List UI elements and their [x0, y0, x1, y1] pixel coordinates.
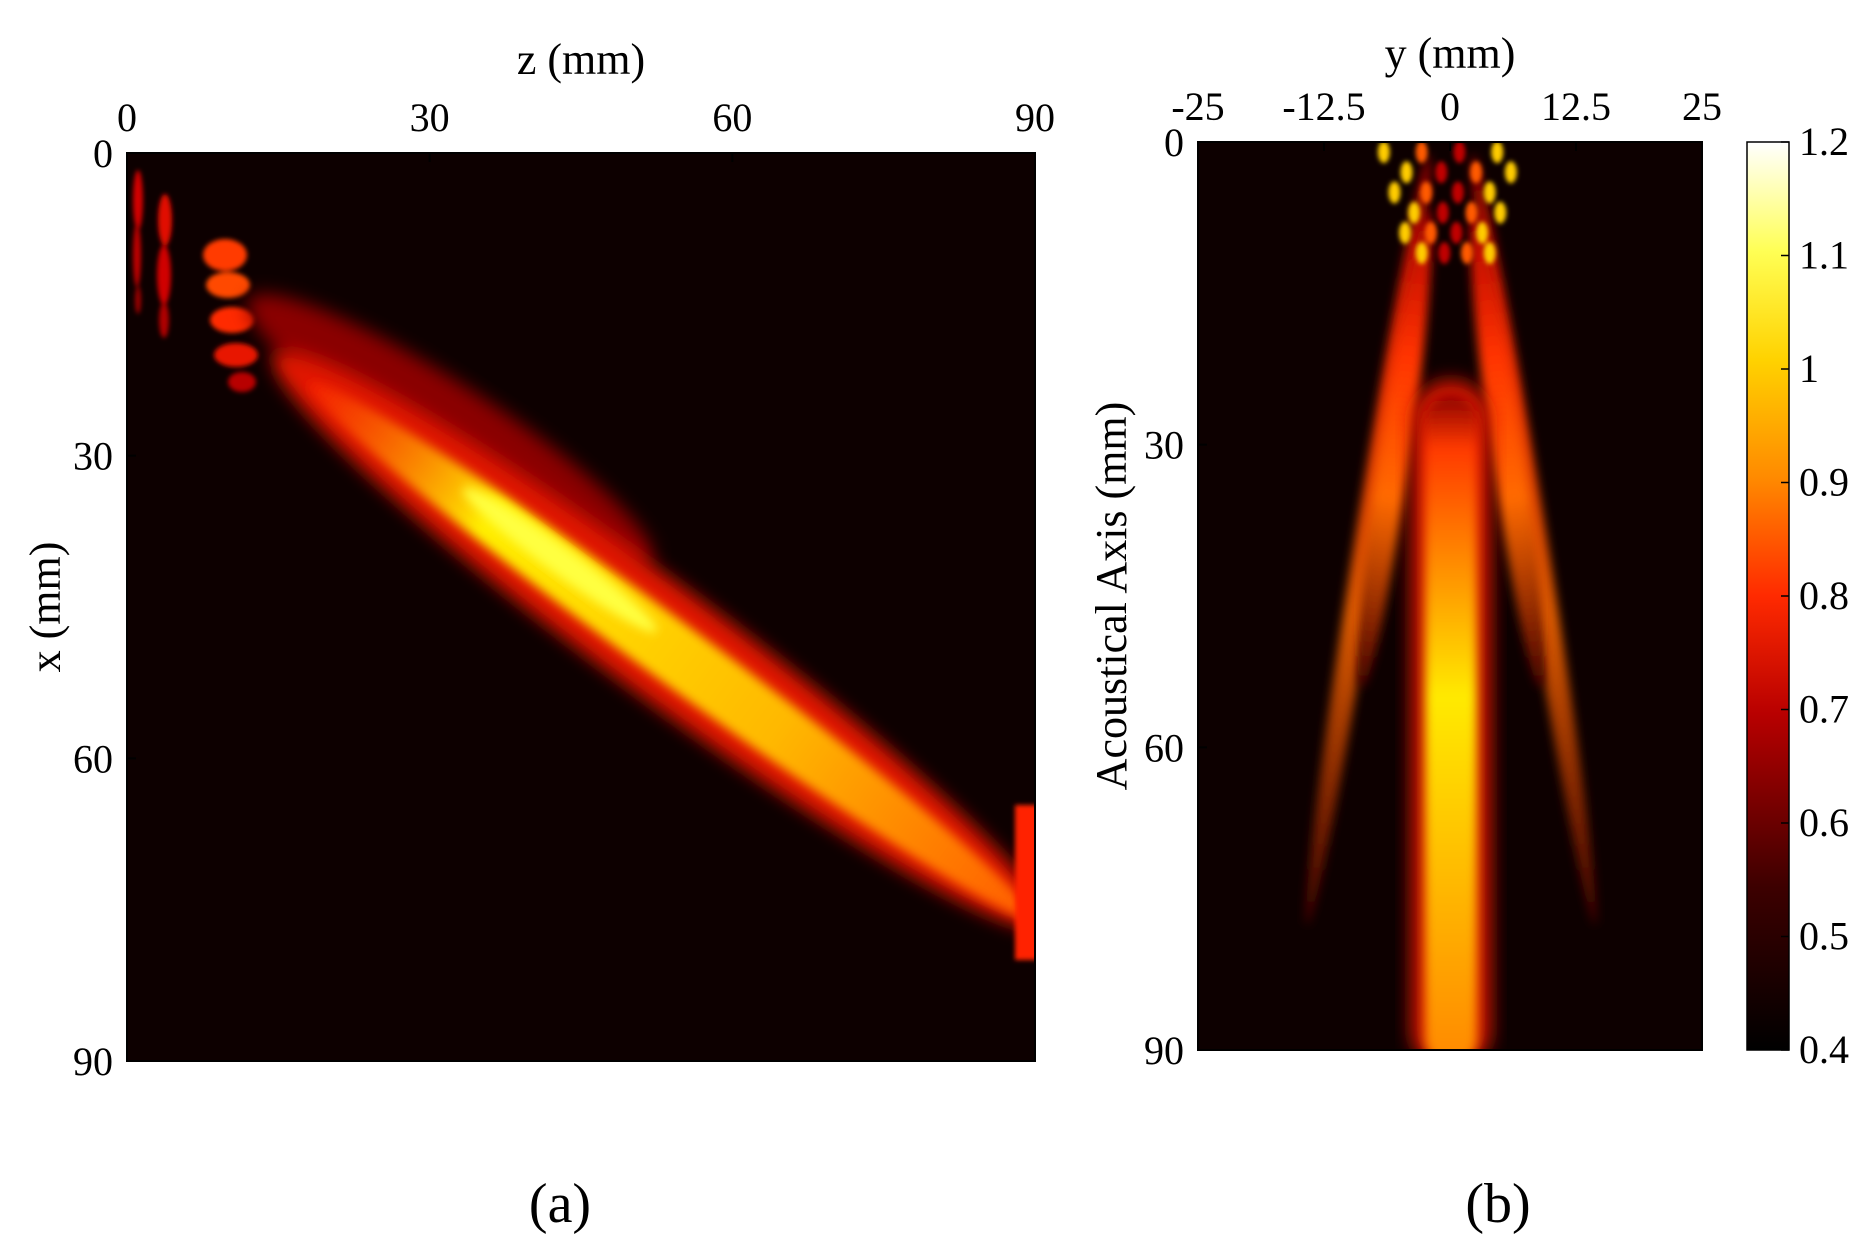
colorbar-ticks: 1.2 1.1 1 0.9 0.8 0.7 0.6 0.5 0.4: [1781, 119, 1849, 1072]
x-tick-label: 12.5: [1541, 84, 1611, 129]
panel-a-y-axis-label: x (mm): [21, 542, 70, 673]
interference-spot: [1424, 221, 1437, 244]
panel-b: -25 -12.5 0 12.5 25 0 30 60 90 y (mm) Acoustica…: [1087, 29, 1722, 1073]
interference-spot: [1408, 201, 1421, 224]
colorbar-tick-label: 0.7: [1799, 687, 1849, 732]
x-tick-label: 25: [1682, 84, 1722, 129]
x-tick-label: 0: [1440, 84, 1460, 129]
colorbar: 1.2 1.1 1 0.9 0.8 0.7 0.6 0.5 0.4: [1746, 119, 1849, 1072]
interference-spot: [1494, 201, 1507, 224]
y-tick-label: 0: [93, 131, 113, 176]
panel-a: 0 30 60 90 0 30 60 90 z (mm) x (mm): [21, 35, 1055, 1084]
interference-spot: [1438, 241, 1451, 264]
y-tick-label: 90: [1144, 1028, 1184, 1073]
central-beam: [1411, 380, 1491, 1050]
y-tick-label: 0: [1164, 120, 1184, 165]
interference-spot: [1450, 221, 1463, 244]
interference-spot: [1399, 221, 1412, 244]
interference-spot: [1483, 181, 1496, 204]
panel-a-x-ticks: 0 30 60 90: [117, 95, 1055, 162]
y-tick-label: 60: [73, 736, 113, 781]
interference-spot: [1504, 161, 1517, 184]
x-tick-label: 90: [1015, 95, 1055, 140]
interference-spot: [1377, 142, 1390, 164]
colorbar-tick-label: 1.2: [1799, 119, 1849, 164]
panel-b-y-axis-label: Acoustical Axis (mm): [1087, 402, 1136, 791]
interference-spot: [1451, 181, 1464, 204]
y-tick-label: 60: [1144, 725, 1184, 770]
interference-spot: [1436, 201, 1449, 224]
panel-b-x-ticks: -25 -12.5 0 12.5 25: [1171, 84, 1722, 151]
interference-spot: [1453, 142, 1466, 164]
colorbar-tick-label: 1: [1799, 346, 1819, 391]
interference-spot: [1388, 181, 1401, 204]
panel-a-x-axis-label: z (mm): [517, 35, 645, 84]
panel-b-label: (b): [1465, 1173, 1530, 1235]
near-field-lobes: [133, 170, 258, 392]
colorbar-tick-label: 0.4: [1799, 1027, 1849, 1072]
colorbar-tick-label: 0.9: [1799, 460, 1849, 505]
y-tick-label: 90: [73, 1039, 113, 1084]
interference-spot: [1415, 142, 1428, 164]
panel-a-y-ticks: 0 30 60 90: [73, 131, 136, 1084]
steered-main-beam: [247, 293, 1035, 960]
interference-spot: [1483, 241, 1496, 264]
interference-spot: [1461, 241, 1474, 264]
interference-spot: [1476, 221, 1489, 244]
x-tick-label: -25: [1171, 84, 1224, 129]
interference-spot: [1400, 161, 1413, 184]
panel-b-x-axis-label: y (mm): [1385, 29, 1516, 78]
panel-b-y-ticks: 0 30 60 90: [1144, 120, 1207, 1073]
panel-b-heatmap: [1305, 142, 1597, 1050]
colorbar-tick-label: 0.5: [1799, 914, 1849, 959]
inner-side-lobes: [1358, 212, 1544, 688]
x-tick-label: 30: [410, 95, 450, 140]
panel-a-frame: [126, 152, 1036, 1062]
panel-a-heatmap: [133, 170, 1035, 960]
colorbar-tick-label: 1.1: [1799, 233, 1849, 278]
panel-a-label: (a): [529, 1173, 591, 1235]
x-tick-label: 60: [712, 95, 752, 140]
interference-spot: [1491, 142, 1504, 164]
y-tick-label: 30: [1144, 423, 1184, 468]
colorbar-tick-label: 0.8: [1799, 573, 1849, 618]
interference-spot: [1470, 161, 1483, 184]
x-tick-label: -12.5: [1282, 84, 1365, 129]
x-tick-label: 0: [117, 95, 137, 140]
interference-spot: [1415, 241, 1428, 264]
interference-spot: [1465, 201, 1478, 224]
near-field-interference: [1377, 142, 1517, 264]
interference-spot: [1435, 161, 1448, 184]
interference-spot: [1420, 181, 1433, 204]
y-tick-label: 30: [73, 434, 113, 479]
colorbar-tick-label: 0.6: [1799, 800, 1849, 845]
